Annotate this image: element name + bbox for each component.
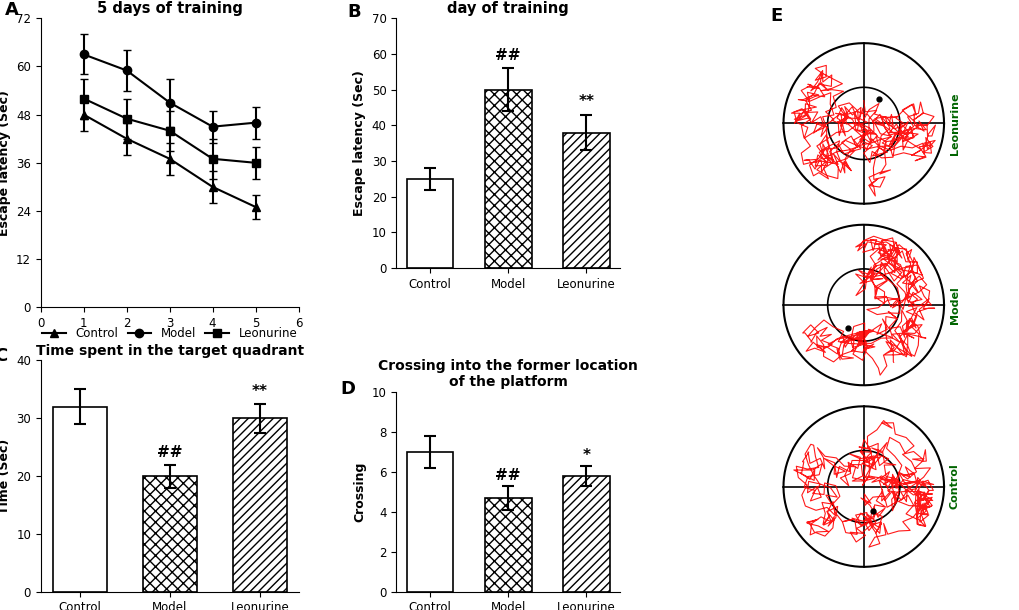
Text: ##: ## <box>495 48 521 63</box>
Bar <box>143 476 197 592</box>
Text: ##: ## <box>157 445 182 460</box>
Text: D: D <box>340 380 356 398</box>
Bar <box>407 452 453 592</box>
Legend: Control, Model, Leonurine: Control, Model, Leonurine <box>38 323 302 345</box>
Title: Escape latencies at 5$^{th}$
day of training: Escape latencies at 5$^{th}$ day of trai… <box>415 0 601 16</box>
Text: A: A <box>5 1 18 19</box>
Bar <box>484 90 531 268</box>
Bar <box>562 132 609 268</box>
Text: **: ** <box>252 384 268 399</box>
Text: *: * <box>582 448 590 463</box>
Text: E: E <box>769 7 782 25</box>
Text: C: C <box>0 346 8 365</box>
Title: Time spent in the target quadrant: Time spent in the target quadrant <box>36 344 304 358</box>
Title: Escape latencies during
5 days of training: Escape latencies during 5 days of traini… <box>71 0 268 16</box>
Title: Crossing into the former location
of the platform: Crossing into the former location of the… <box>378 359 638 389</box>
Bar <box>407 179 453 268</box>
Bar <box>232 418 286 592</box>
Text: Model: Model <box>949 286 959 324</box>
Text: Leonurine: Leonurine <box>949 92 959 155</box>
Y-axis label: Time (Sec): Time (Sec) <box>0 439 10 514</box>
Bar <box>484 498 531 592</box>
Text: B: B <box>346 3 361 21</box>
Y-axis label: Escape latency (Sec): Escape latency (Sec) <box>0 90 10 235</box>
Bar <box>52 407 106 592</box>
Y-axis label: Crossing: Crossing <box>353 462 366 522</box>
Text: ##: ## <box>495 468 521 483</box>
Y-axis label: Escape latency (Sec): Escape latency (Sec) <box>353 70 366 216</box>
Text: **: ** <box>578 95 594 109</box>
Text: Control: Control <box>949 464 959 509</box>
Bar <box>562 476 609 592</box>
